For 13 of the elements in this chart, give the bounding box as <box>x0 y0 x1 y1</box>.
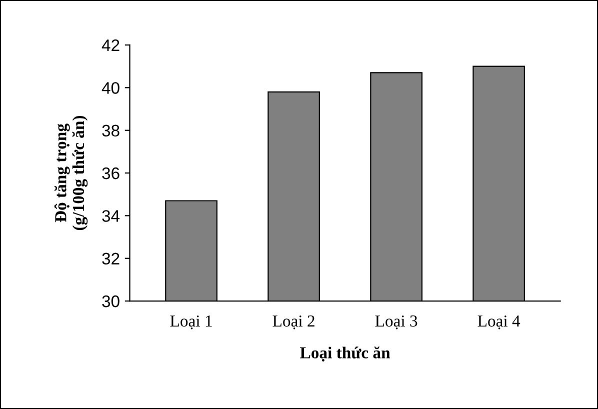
y-axis-title: Độ tăng trọng (g/100g thức ăn) <box>54 116 88 230</box>
y-tick-label: 38 <box>102 124 120 137</box>
y-tick-label: 40 <box>102 82 120 94</box>
x-tick-label: Loại 3 <box>375 315 418 330</box>
y-tick-label: 32 <box>102 252 120 265</box>
y-tick-label: 42 <box>102 39 120 52</box>
x-tick-label: Loại 2 <box>272 315 314 330</box>
x-tick-label: Loại 4 <box>478 315 520 330</box>
y-tick-label: 34 <box>102 210 120 222</box>
x-axis-title: Loại thức ăn <box>300 346 390 362</box>
y-tick-label: 30 <box>102 295 120 308</box>
y-tick-label: 36 <box>102 167 120 180</box>
x-tick-label: Loại 1 <box>170 315 212 330</box>
